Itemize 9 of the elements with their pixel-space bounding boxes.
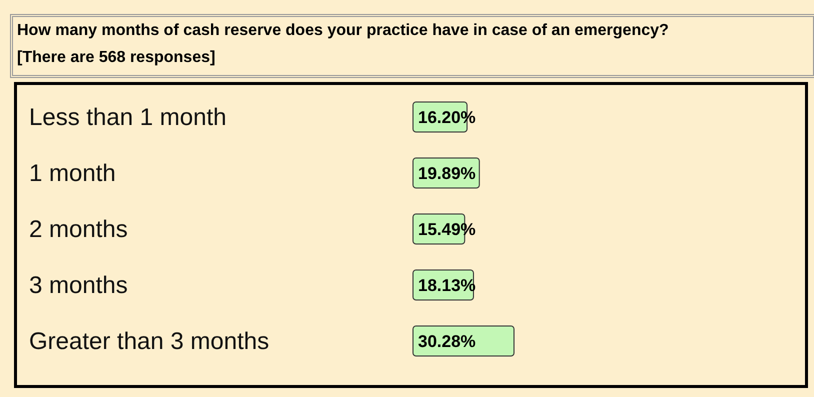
- data-label: 30.28%: [418, 332, 476, 351]
- chart-title: How many months of cash reserve does your practice have in case of an emergency?: [17, 22, 669, 40]
- y-tick-label: 3 months: [29, 272, 128, 299]
- y-tick-label: 2 months: [29, 216, 128, 243]
- y-tick-label: Greater than 3 months: [29, 328, 270, 355]
- y-tick-label: 1 month: [29, 160, 116, 187]
- data-label: 19.89%: [418, 164, 476, 183]
- text: [There are 568 responses]: [17, 49, 216, 67]
- y-tick-label: Less than 1 month: [29, 104, 226, 131]
